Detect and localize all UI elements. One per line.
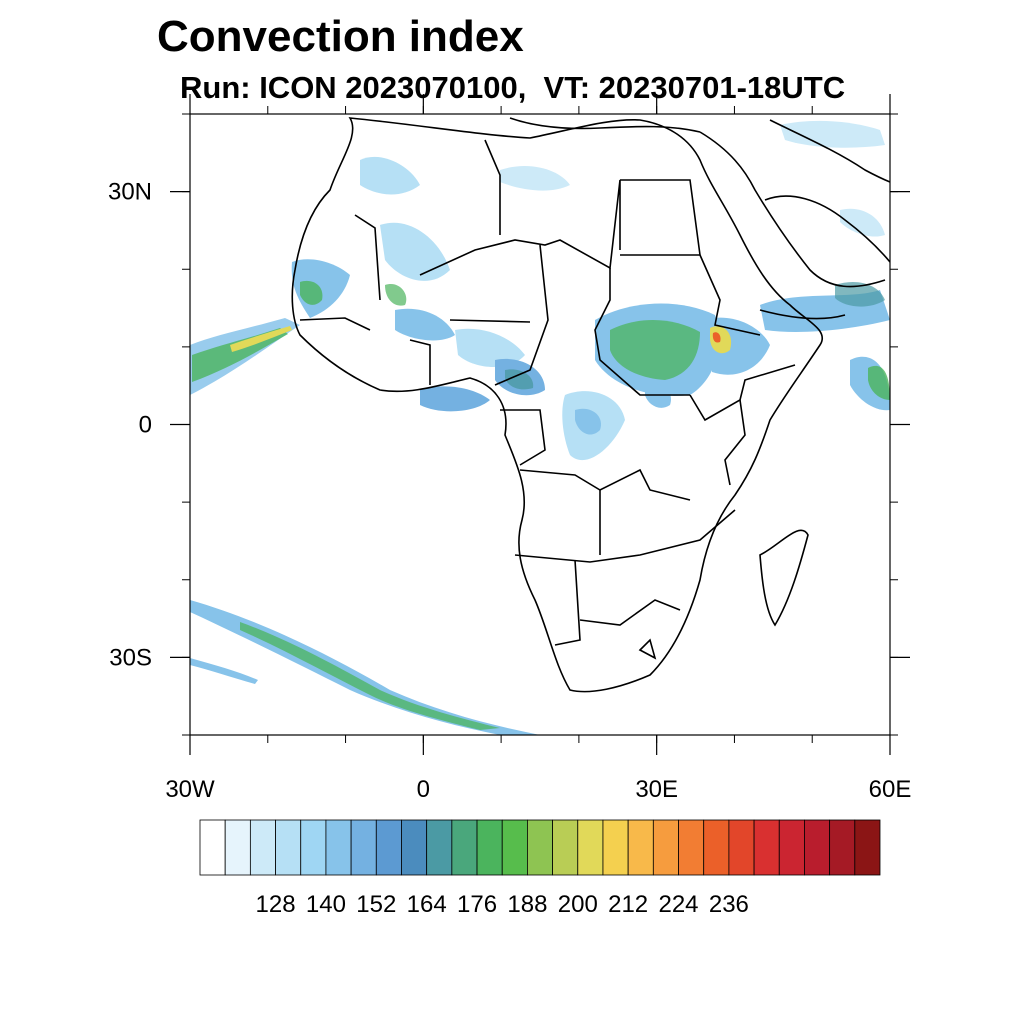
colorbar-swatch: [627, 819, 654, 876]
coastlines-borders: [291, 117, 890, 693]
colorbar: 128 140 152 164 176 188 200 212 224 236: [199, 819, 881, 918]
colorbar-swatch: [249, 819, 276, 876]
colorbar-swatch: [199, 819, 226, 876]
colorbar-swatch: [854, 819, 881, 876]
colorbar-swatch: [451, 819, 478, 876]
colorbar-swatch: [678, 819, 705, 876]
map-subtitle: Run: ICON 2023070100, VT: 20230701-18UTC: [180, 70, 846, 105]
colorbar-swatch: [577, 819, 604, 876]
colorbar-swatch: [501, 819, 528, 876]
colorbar-label: 200: [558, 891, 598, 918]
colorbar-swatch: [476, 819, 503, 876]
colorbar-swatch: [275, 819, 302, 876]
colorbar-swatch: [652, 819, 679, 876]
colorbar-label: 176: [457, 891, 497, 918]
colorbar-swatch: [778, 819, 805, 876]
map-title: Convection index: [157, 12, 524, 61]
colorbar-swatch: [804, 819, 831, 876]
colorbar-label: 128: [256, 891, 296, 918]
colorbar-swatch: [753, 819, 780, 876]
colorbar-swatch: [703, 819, 730, 876]
colorbar-swatch: [325, 819, 352, 876]
map-axes: 30N 0 30S 30W 0 30E 60E: [108, 94, 911, 803]
colorbar-swatch: [300, 819, 327, 876]
lon-tick-label: 60E: [869, 776, 912, 803]
colorbar-label: 152: [356, 891, 396, 918]
colorbar-label: 224: [658, 891, 698, 918]
colorbar-swatch: [728, 819, 755, 876]
colorbar-label: 164: [407, 891, 447, 918]
colorbar-swatch: [552, 819, 579, 876]
colorbar-swatch: [829, 819, 856, 876]
lat-tick-label: 0: [139, 412, 152, 439]
colorbar-swatch: [426, 819, 453, 876]
lon-tick-label: 0: [417, 776, 430, 803]
lat-tick-label: 30S: [109, 644, 152, 671]
convection-shading: [190, 120, 890, 735]
colorbar-label: 188: [507, 891, 547, 918]
colorbar-swatch: [224, 819, 251, 876]
colorbar-label: 140: [306, 891, 346, 918]
lon-tick-label: 30W: [165, 776, 215, 803]
colorbar-swatch: [527, 819, 553, 876]
colorbar-swatch: [401, 819, 428, 876]
colorbar-swatch: [350, 819, 377, 876]
colorbar-swatch: [602, 819, 629, 876]
lat-tick-label: 30N: [108, 179, 152, 206]
colorbar-label: 236: [709, 891, 749, 918]
colorbar-label: 212: [608, 891, 648, 918]
colorbar-swatch: [375, 819, 402, 876]
lon-tick-label: 30E: [635, 776, 678, 803]
